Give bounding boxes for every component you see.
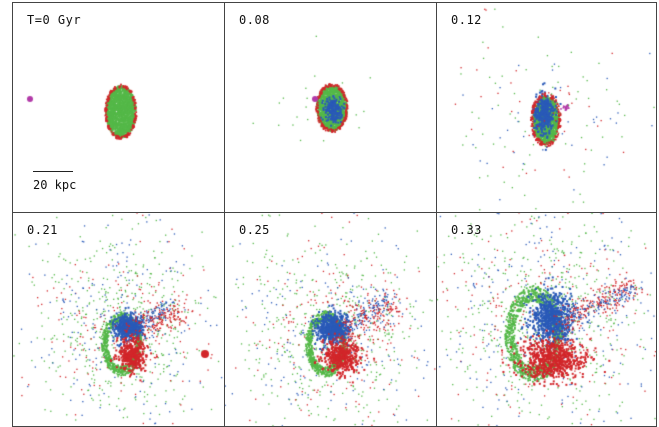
scale-bar-label: 20 kpc: [33, 178, 77, 192]
panel-image: [225, 3, 436, 212]
panel-image: [437, 3, 656, 212]
panel-image: [13, 3, 224, 212]
panel-t025: 0.25: [224, 212, 437, 427]
panel-time-label: 0.12: [451, 13, 482, 27]
panel-image: [225, 213, 436, 426]
panel-t008: 0.08: [224, 2, 437, 213]
panel-t021: 0.21: [12, 212, 225, 427]
panel-image: [437, 213, 656, 426]
panel-time-label: 0.33: [451, 223, 482, 237]
panel-time-label: 0.08: [239, 13, 270, 27]
panel-time-label: 0.25: [239, 223, 270, 237]
panel-time-label: 0.21: [27, 223, 58, 237]
panel-t012: 0.12: [436, 2, 657, 213]
panel-time-label: T=0 Gyr: [27, 13, 82, 27]
scale-bar: [33, 171, 73, 172]
panel-t0: T=0 Gyr 20 kpc: [12, 2, 225, 213]
panel-image: [13, 213, 224, 426]
panel-t033: 0.33: [436, 212, 657, 427]
